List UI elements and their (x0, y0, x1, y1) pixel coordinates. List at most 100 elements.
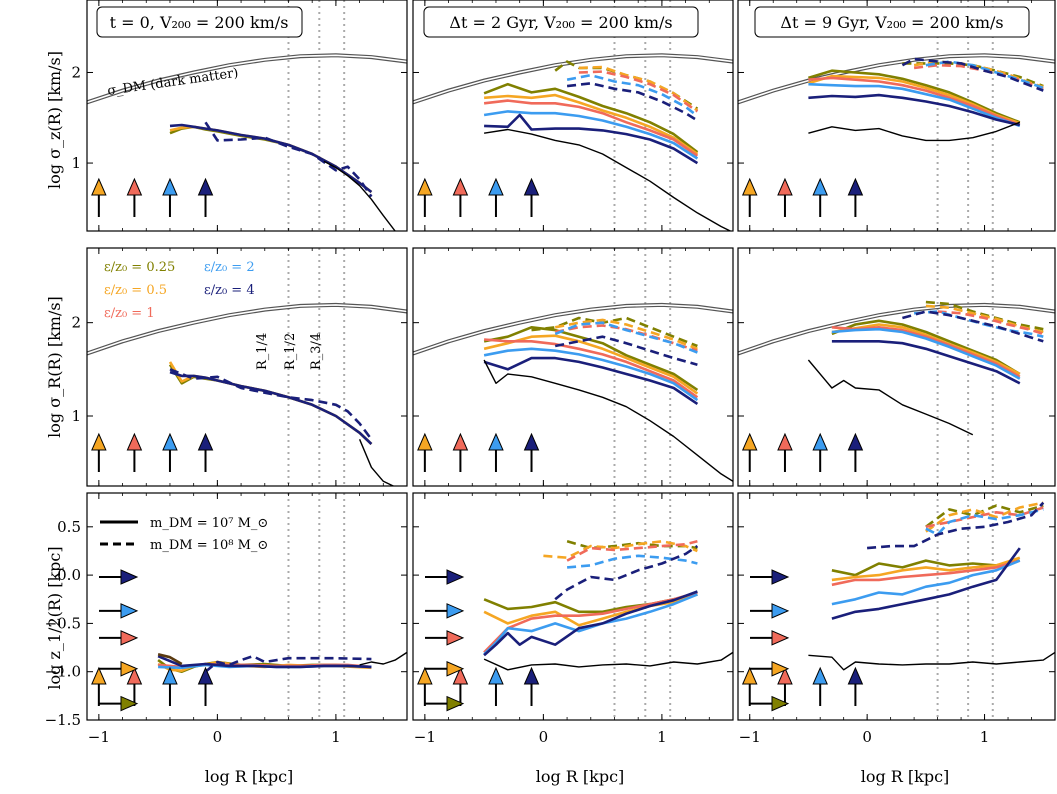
series-line-3 (169, 370, 373, 445)
series-line-11 (483, 359, 733, 483)
series-line-8 (925, 506, 1044, 529)
series-line-1 (808, 69, 1021, 124)
series-line-6 (157, 653, 183, 666)
series-line-2 (483, 334, 699, 395)
legend-mass-1e7: m_DM = 10⁷ M_⊙ (150, 516, 268, 531)
y-tick-label: 2 (71, 63, 81, 81)
x-tick-label: 0 (862, 728, 872, 746)
up-arrow-2 (777, 177, 793, 217)
panel-frame (86, 247, 408, 487)
up-arrow-1 (417, 177, 433, 217)
y-tick-label: −1.0 (45, 663, 81, 681)
series-line-1 (831, 319, 1021, 376)
up-arrow-2 (126, 177, 143, 217)
series-line-11 (808, 121, 1021, 142)
legend-mass: m_DM = 10⁷ M_⊙ m_DM = 10⁸ M_⊙ (100, 516, 268, 553)
x-tick-label: 0 (539, 728, 549, 746)
legend-mass-1e8: m_DM = 10⁸ M_⊙ (150, 538, 268, 553)
series-line-9 (554, 321, 698, 354)
up-arrow-4 (197, 432, 214, 472)
series-line-9 (566, 73, 699, 118)
series-line-9 (925, 508, 1044, 536)
up-arrow-1 (741, 177, 758, 217)
x-tick-label: 1 (331, 728, 341, 746)
right-arrow-4 (750, 661, 790, 677)
series-line-9 (566, 554, 698, 569)
dm-curve (87, 54, 407, 104)
panel-r1-c2 (412, 0, 734, 232)
x-tick-label: 1 (657, 728, 667, 746)
radius-label-quarter: R_1/4 (255, 333, 270, 370)
series-line-10 (566, 82, 699, 122)
series-line-5 (323, 160, 396, 231)
series-line-4 (483, 110, 699, 160)
series-line-5 (483, 356, 699, 405)
svg-text:t = 0, V₂₀₀ = 200 km/s: t = 0, V₂₀₀ = 200 km/s (110, 13, 289, 32)
legend-eps-025: ε/z₀ = 0.25 (104, 260, 175, 275)
right-arrow-2 (750, 603, 790, 619)
series-line-10 (554, 335, 698, 366)
panel-r3-c2: −1 0 1 (412, 492, 734, 746)
svg-text:Δt = 2 Gyr, V₂₀₀ = 200 km/s: Δt = 2 Gyr, V₂₀₀ = 200 km/s (449, 13, 672, 32)
up-arrow-2 (126, 666, 143, 706)
x-tick-label: −1 (414, 728, 436, 746)
ylabel-row1: log σ_z(R) [km/s] (45, 51, 64, 189)
right-arrow-4 (425, 661, 465, 677)
series-line-2 (831, 323, 1021, 376)
panel-r2-c1: 12 (71, 247, 408, 487)
series-line-8 (566, 540, 698, 562)
panel-r1-c3 (737, 0, 1056, 232)
series-line-2 (169, 125, 373, 194)
series-line-11 (483, 128, 732, 231)
right-arrow-1 (425, 569, 465, 585)
series-line-1 (483, 82, 699, 154)
up-arrow-4 (523, 666, 540, 706)
dm-curve (413, 54, 733, 104)
panel-frame (412, 0, 734, 232)
y-tick-label: −0.5 (45, 614, 81, 632)
panel-title-col3: Δt = 9 Gyr, V₂₀₀ = 200 km/s (754, 6, 1030, 38)
up-arrow-1 (91, 177, 107, 217)
radius-label-half: R_1/2 (283, 333, 298, 370)
right-arrow-3 (750, 630, 790, 646)
series-line-5 (358, 439, 395, 486)
series-line-3 (831, 559, 1021, 587)
series-line-10 (901, 57, 1044, 92)
x-tick-label: 1 (980, 728, 990, 746)
right-arrow-3 (99, 630, 139, 646)
up-arrow-2 (452, 666, 469, 706)
up-arrow-4 (847, 177, 864, 217)
series-line-4 (831, 327, 1021, 380)
up-arrow-3 (488, 177, 504, 217)
y-tick-label: 0.5 (57, 518, 81, 536)
series-line-7 (204, 654, 372, 673)
up-arrow-1 (417, 666, 433, 706)
up-arrow-1 (91, 432, 107, 472)
y-tick-label: 1 (71, 154, 81, 172)
xlabel-col1: log R [kpc] (205, 767, 294, 786)
up-arrow-2 (452, 432, 469, 472)
right-arrow-4 (99, 661, 139, 677)
ylabel-row3: log z_1/2(R) [kpc] (45, 546, 64, 689)
up-arrow-4 (523, 432, 540, 472)
legend-eps-1: ε/z₀ = 1 (104, 306, 155, 321)
series-line-2 (484, 93, 699, 156)
up-arrow-4 (197, 666, 214, 706)
series-line-3 (483, 591, 698, 654)
dm-curve (413, 304, 733, 355)
up-arrow-3 (488, 666, 504, 706)
up-arrow-4 (197, 177, 214, 217)
legend-eps-4: ε/z₀ = 4 (204, 283, 255, 298)
series-line-3 (484, 338, 699, 399)
series-line-3 (483, 99, 699, 157)
series-line-5 (808, 93, 1021, 127)
series-line-4 (483, 593, 698, 656)
series-line-10 (866, 501, 1045, 550)
panel-frame (737, 0, 1056, 232)
up-arrow-1 (91, 666, 107, 706)
ylabel-row2: log σ_R(R) [km/s] (45, 296, 64, 438)
series-line-4 (204, 121, 373, 198)
up-arrow-3 (488, 432, 504, 472)
up-arrow-2 (126, 432, 143, 472)
